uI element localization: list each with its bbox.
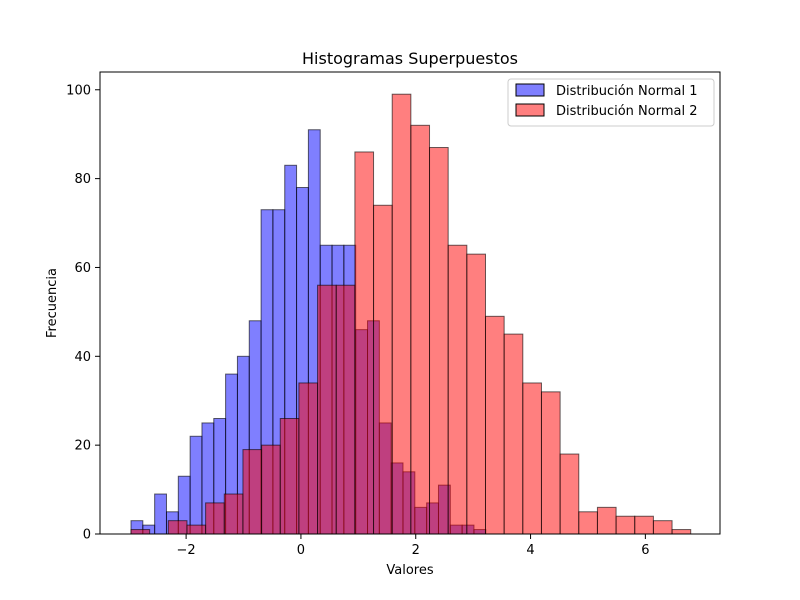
- bar-series-2: [242, 449, 263, 535]
- bar-series-2: [484, 315, 505, 535]
- bar-series-2: [466, 253, 486, 535]
- y-tick-label: 20: [74, 439, 91, 454]
- bar-series-2: [354, 151, 375, 535]
- bar-series-2: [447, 244, 468, 535]
- bar-series-2: [596, 506, 617, 535]
- bar-series-2: [186, 524, 207, 535]
- bar-series-2: [130, 529, 151, 535]
- y-ticks: 0 20 40 60 80 100: [66, 83, 100, 543]
- plot-frame: [99, 71, 721, 535]
- bar-series-2: [391, 93, 412, 535]
- x-tick-label: 6: [641, 543, 649, 558]
- y-tick-label: 100: [66, 83, 91, 98]
- y-tick-label: 60: [74, 261, 91, 276]
- bar-series-2: [205, 502, 225, 535]
- bar-series-1: [154, 493, 167, 535]
- bar-series-2: [671, 529, 692, 535]
- bar-series-2: [167, 520, 188, 535]
- bar-series-2: [279, 418, 300, 535]
- legend-swatch-series-1: [515, 83, 545, 97]
- y-axis-label: Frecuencia: [45, 268, 60, 338]
- x-ticks: −2 0 2 4 6: [177, 534, 650, 558]
- legend-label-series-2: Distribución Normal 2: [556, 104, 697, 119]
- bar-series-2: [559, 453, 580, 535]
- x-axis-label: Valores: [386, 563, 433, 578]
- x-tick-label: 0: [297, 543, 305, 558]
- x-tick-label: 2: [412, 543, 420, 558]
- bar-series-2: [373, 204, 393, 535]
- chart-title: Histogramas Superpuestos: [302, 49, 518, 68]
- bar-series-2: [634, 515, 654, 535]
- bar-series-2: [578, 511, 598, 535]
- legend: Distribución Normal 1 Distribución Norma…: [507, 78, 715, 127]
- bar-series-2: [223, 493, 244, 535]
- bar-series-2: [317, 284, 337, 535]
- y-tick-label: 0: [83, 528, 91, 543]
- legend-label-series-1: Distribución Normal 1: [556, 84, 697, 99]
- bar-series-2: [429, 147, 449, 535]
- bar-series-2: [652, 520, 673, 535]
- bar-series-2: [335, 284, 356, 535]
- bar-series-2: [503, 333, 524, 535]
- y-tick-label: 80: [74, 172, 91, 187]
- bar-series-1: [189, 435, 203, 535]
- x-tick-label: 4: [526, 543, 534, 558]
- legend-box: [507, 78, 715, 127]
- bar-series-2: [298, 382, 319, 535]
- bar-series-2: [410, 124, 431, 535]
- bar-series-2: [522, 382, 542, 535]
- bar-series-2: [261, 444, 281, 535]
- bar-series-2: [540, 391, 561, 535]
- bar-series-2: [615, 515, 636, 535]
- legend-swatch-series-2: [515, 103, 545, 117]
- y-tick-label: 40: [74, 350, 91, 365]
- x-tick-label: −2: [177, 543, 196, 558]
